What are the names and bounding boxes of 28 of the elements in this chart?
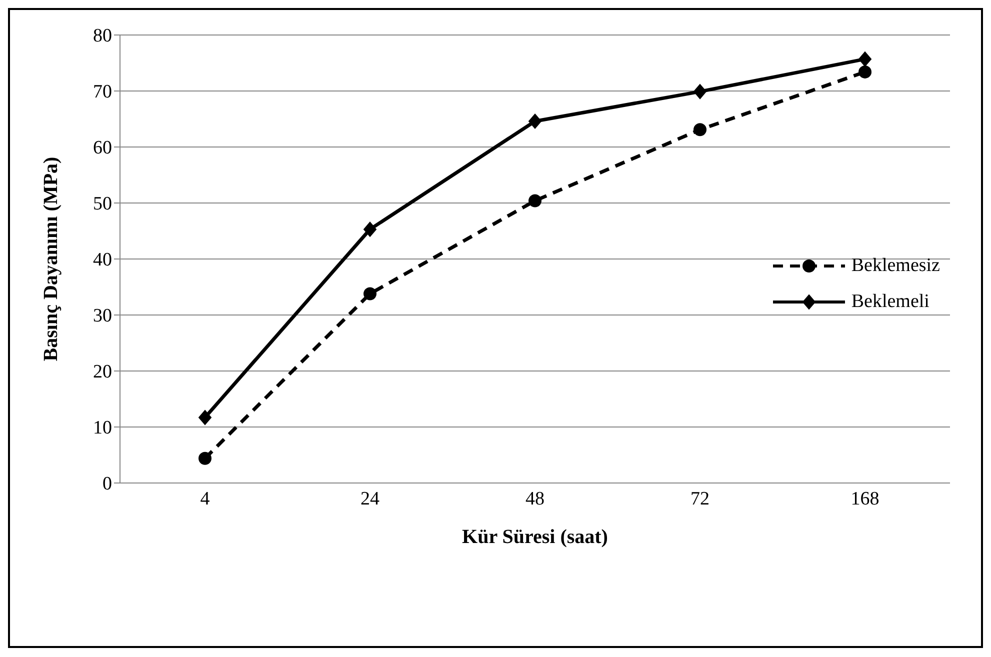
point [528,114,542,129]
point [364,222,376,237]
y-tick-label: 0 [102,474,112,495]
y-tick-label: 70 [93,82,112,103]
point [858,65,872,78]
x-tick-label: 48 [526,488,544,510]
y-tick-label: 10 [93,418,112,439]
y-tick-label: 50 [93,194,112,215]
x-tick-label: 168 [850,488,880,510]
y-tick-label: 80 [93,26,112,47]
x-axis-title: Kür Süresi (saat) [462,526,608,548]
point [694,123,706,136]
point [528,194,542,208]
legend-label: Beklemesiz [851,255,940,277]
point [858,52,872,67]
point [694,84,706,100]
y-tick-label: 60 [93,138,112,159]
x-tick-label: 24 [360,488,380,510]
x-tick-label: 4 [200,488,210,510]
point [364,287,376,300]
point [198,452,212,465]
legend-label: Beklemeli [851,291,930,313]
x-tick-label: 72 [690,488,710,510]
y-tick-label: 20 [93,362,112,383]
y-tick-label: 30 [93,306,112,327]
y-tick-label: 40 [93,250,112,271]
y-axis-title: Basınç Dayanımı (MPa) [40,156,62,362]
point [198,410,212,425]
